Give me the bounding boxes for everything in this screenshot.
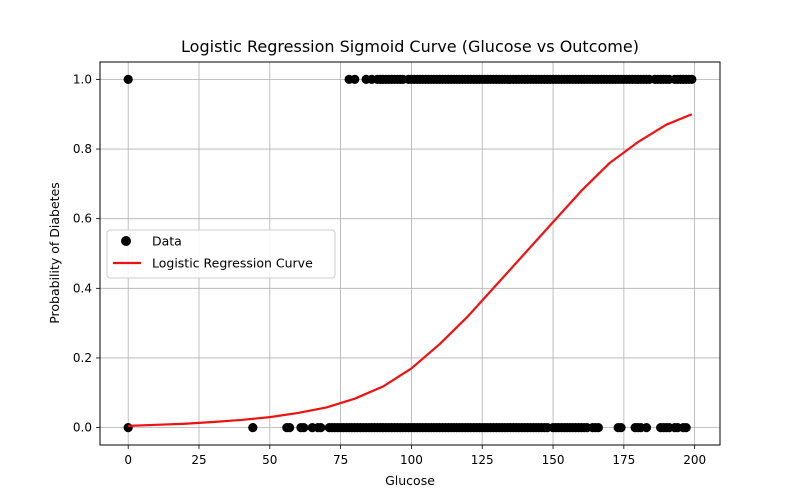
data-point xyxy=(123,422,133,433)
data-point xyxy=(593,422,603,433)
data-point xyxy=(299,422,309,433)
legend-label-data: Data xyxy=(152,234,182,249)
data-points xyxy=(123,74,697,433)
sigmoid-curve xyxy=(128,113,693,427)
axes-frame xyxy=(99,61,721,446)
x-tick-label: 50 xyxy=(262,453,277,467)
legend: Data Logistic Regression Curve xyxy=(106,229,336,279)
y-tick-label: 0.4 xyxy=(73,281,92,295)
data-point xyxy=(316,422,326,433)
x-tick-label: 75 xyxy=(333,453,348,467)
x-tick-label: 175 xyxy=(612,453,635,467)
data-point xyxy=(248,422,258,433)
x-tick-label: 25 xyxy=(191,453,206,467)
data-point xyxy=(350,74,360,85)
y-tick-label: 0.6 xyxy=(73,212,92,226)
data-point xyxy=(641,422,652,433)
data-point xyxy=(681,422,691,433)
data-point xyxy=(123,74,133,85)
data-point xyxy=(616,422,626,433)
y-tick-label: 0.2 xyxy=(73,351,92,365)
y-tick-label: 0.8 xyxy=(73,142,92,156)
ticks: 0 25 50 75 100 125 150 175 200 0.0 0.2 0.4 0.6 0.8 1.0 xyxy=(73,72,706,467)
chart-title: Logistic Regression Sigmoid Curve (Gluco… xyxy=(181,37,639,56)
data-point xyxy=(285,422,295,433)
y-axis-label: Probability of Diabetes xyxy=(47,182,62,324)
x-tick-label: 150 xyxy=(542,453,565,467)
x-axis-label: Glucose xyxy=(385,473,435,488)
legend-frame xyxy=(106,229,336,279)
x-tick-label: 100 xyxy=(400,453,423,467)
legend-marker-data xyxy=(121,236,131,246)
x-tick-label: 0 xyxy=(124,453,132,467)
y-tick-label: 1.0 xyxy=(73,72,92,86)
x-tick-label: 125 xyxy=(471,453,494,467)
data-point xyxy=(687,74,697,85)
plot-area xyxy=(123,74,697,433)
y-tick-label: 0.0 xyxy=(73,421,92,435)
legend-label-curve: Logistic Regression Curve xyxy=(152,256,313,271)
x-tick-label: 200 xyxy=(683,453,706,467)
